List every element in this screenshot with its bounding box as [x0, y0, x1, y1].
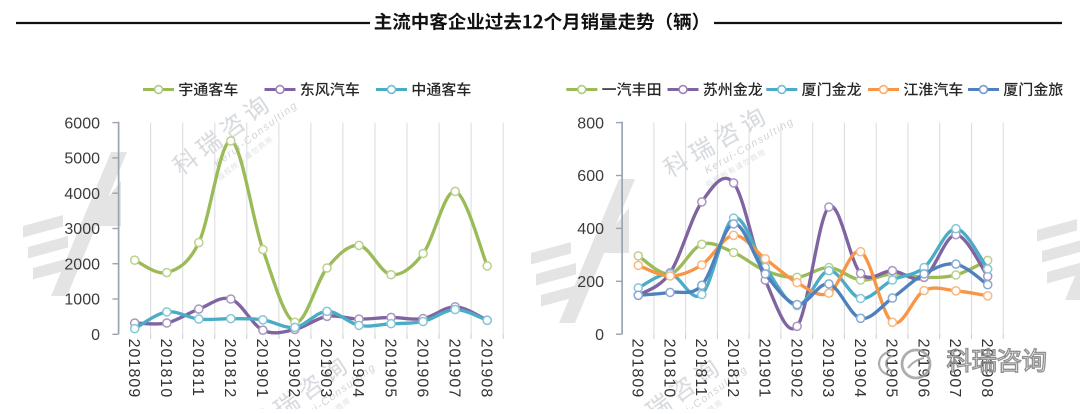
svg-text:201809: 201809 — [629, 339, 646, 399]
svg-text:201902: 201902 — [285, 339, 302, 399]
svg-text:0: 0 — [91, 327, 100, 344]
svg-text:201811: 201811 — [189, 339, 206, 398]
svg-text:201907: 201907 — [445, 339, 462, 399]
svg-text:201810: 201810 — [660, 339, 677, 399]
svg-text:600: 600 — [577, 168, 604, 185]
svg-text:201812: 201812 — [221, 339, 238, 399]
svg-text:6000: 6000 — [64, 115, 100, 132]
svg-text:201908: 201908 — [978, 339, 995, 399]
svg-text:1000: 1000 — [64, 292, 100, 309]
svg-text:3000: 3000 — [64, 221, 100, 238]
svg-text:201901: 201901 — [756, 339, 773, 399]
svg-text:201904: 201904 — [851, 339, 868, 399]
svg-text:201902: 201902 — [787, 339, 804, 399]
svg-text:2000: 2000 — [64, 256, 100, 273]
svg-text:201903: 201903 — [819, 339, 836, 399]
svg-text:201908: 201908 — [477, 339, 494, 399]
svg-text:201905: 201905 — [381, 339, 398, 399]
svg-text:201907: 201907 — [946, 339, 963, 399]
svg-text:5000: 5000 — [64, 151, 100, 168]
svg-text:201812: 201812 — [724, 339, 741, 399]
svg-text:4000: 4000 — [64, 186, 100, 203]
svg-text:800: 800 — [577, 115, 604, 132]
svg-text:201905: 201905 — [883, 339, 900, 399]
svg-text:201811: 201811 — [692, 339, 709, 398]
svg-text:201904: 201904 — [349, 339, 366, 399]
svg-text:201901: 201901 — [253, 339, 270, 399]
svg-text:201906: 201906 — [413, 339, 430, 399]
svg-text:200: 200 — [577, 274, 604, 291]
svg-text:0: 0 — [595, 327, 604, 344]
svg-text:400: 400 — [577, 221, 604, 238]
svg-text:201903: 201903 — [317, 339, 334, 399]
svg-text:201809: 201809 — [125, 339, 142, 399]
svg-text:201810: 201810 — [157, 339, 174, 399]
